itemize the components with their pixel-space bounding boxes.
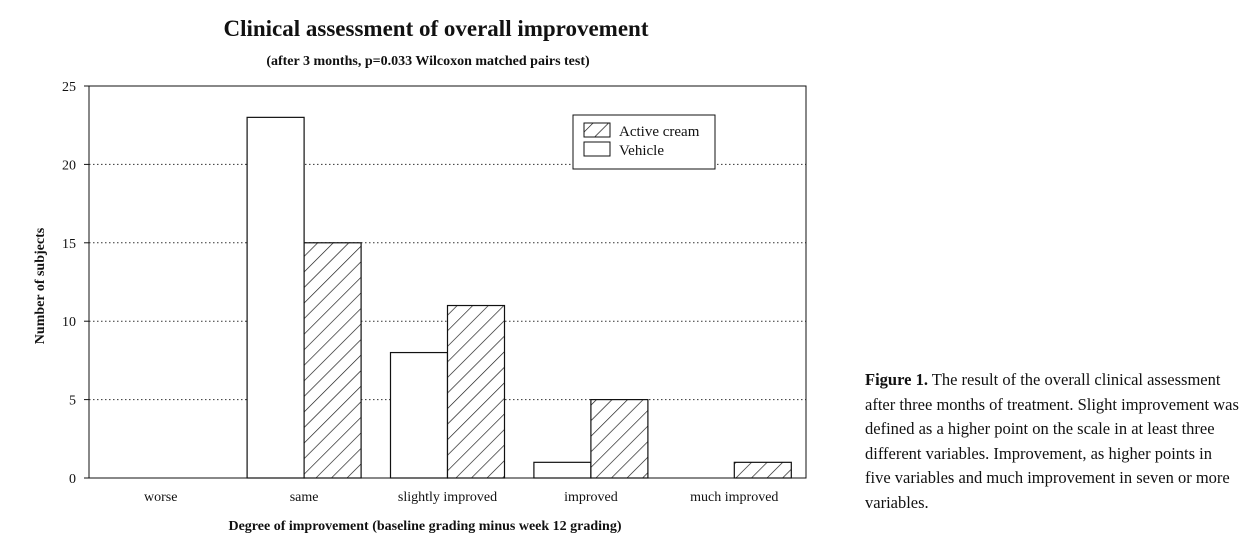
bar-active-cream-same bbox=[303, 242, 362, 479]
x-tick-label: much improved bbox=[690, 490, 778, 505]
legend-label-active-cream: Active cream bbox=[619, 124, 700, 140]
x-axis-tick-labels: worse same slightly improved improved much i… bbox=[144, 490, 778, 505]
chart-subtitle: (after 3 months, p=0.033 Wilcoxon matche… bbox=[266, 54, 590, 69]
caption-text: The result of the overall clinical asses… bbox=[865, 370, 1239, 512]
y-tick-label: 5 bbox=[69, 394, 76, 409]
x-tick-label: slightly improved bbox=[398, 490, 497, 505]
x-tick-label: same bbox=[290, 490, 319, 505]
bars bbox=[246, 116, 792, 479]
y-tick-label: 15 bbox=[62, 237, 76, 252]
bar-chart: Clinical assessment of overall improveme… bbox=[33, 16, 807, 534]
y-axis-ticks: 0 5 10 15 20 25 bbox=[62, 80, 89, 487]
caption-label: Figure 1. bbox=[865, 370, 928, 389]
bar-active-cream-improved bbox=[590, 399, 649, 479]
legend-swatch-vehicle bbox=[583, 141, 611, 157]
chart-title: Clinical assessment of overall improveme… bbox=[223, 16, 648, 41]
bar-active-cream-slightly-improved bbox=[446, 304, 506, 479]
bar-vehicle-same bbox=[246, 116, 305, 479]
plot-frame bbox=[88, 85, 807, 479]
bar-vehicle-improved bbox=[533, 461, 592, 479]
legend-label-vehicle: Vehicle bbox=[619, 143, 664, 159]
figure-caption: Figure 1. The result of the overall clin… bbox=[865, 368, 1240, 515]
legend: Active cream Vehicle bbox=[572, 114, 716, 170]
y-axis-label: Number of subjects bbox=[33, 227, 48, 344]
y-tick-label: 25 bbox=[62, 80, 76, 95]
x-tick-label: worse bbox=[144, 490, 177, 505]
y-tick-label: 20 bbox=[62, 158, 76, 173]
y-tick-label: 0 bbox=[69, 472, 76, 487]
x-axis-label: Degree of improvement (baseline grading … bbox=[228, 519, 621, 534]
bar-vehicle-slightly-improved bbox=[389, 351, 449, 479]
x-tick-label: improved bbox=[564, 490, 618, 505]
legend-swatch-active-cream bbox=[583, 122, 611, 138]
y-tick-label: 10 bbox=[62, 315, 76, 330]
bar-active-cream-much-improved bbox=[733, 461, 792, 479]
